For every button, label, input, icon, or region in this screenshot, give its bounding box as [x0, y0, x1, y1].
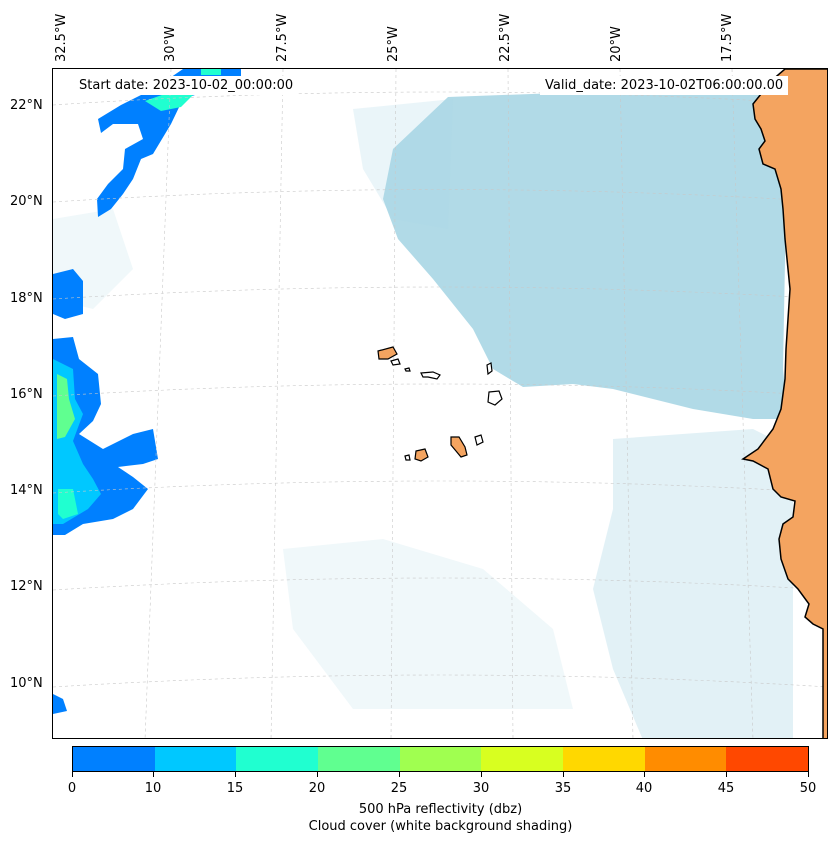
lat-label-14n: 14°N: [10, 483, 43, 498]
colorbar-tick-10: 10: [144, 781, 162, 796]
colorbar-segment-0-10: [73, 747, 155, 771]
lat-label-22n: 22°N: [10, 98, 43, 113]
africa-coastline: [741, 69, 827, 738]
reflectivity-blob-west-b-core: [57, 374, 75, 439]
cape-verde-islands: [377, 346, 503, 462]
colorbar-tick-35: 35: [554, 781, 572, 796]
island-brava: [404, 454, 411, 461]
reflectivity-blob-north-outer: [97, 69, 241, 217]
island-sal: [486, 362, 493, 376]
colorbar-title: 500 hPa reflectivity (dbz): [358, 802, 523, 817]
reflectivity-blob-north-top-core: [201, 69, 221, 75]
colorbar-segment-10-15: [154, 747, 237, 771]
lon-label-30w: 30°W: [163, 26, 178, 62]
lon-label-32-5w: 32.5°W: [54, 13, 69, 62]
meridian-17-5w: [731, 69, 754, 738]
cloud-cover-main: [383, 91, 788, 419]
meridian-22-5w: [507, 69, 514, 738]
colorbar-tick-15: 15: [226, 781, 244, 796]
meridian-25w: [390, 69, 397, 738]
cloud-cover-layer: [53, 91, 793, 738]
lon-label-25w: 25°W: [386, 26, 401, 62]
reflectivity-blob-sw: [53, 694, 67, 714]
colorbar-subtitle: Cloud cover (white background shading): [308, 819, 573, 834]
meridian-20w: [619, 69, 634, 738]
map-canvas: [53, 69, 827, 738]
cloud-cover-faint-north: [353, 99, 453, 229]
gridlines: [53, 69, 827, 738]
lon-label-17-5w: 17.5°W: [720, 13, 735, 62]
island-fogo: [414, 448, 429, 462]
colorbar-tick-45: 45: [717, 781, 735, 796]
island-sao-vicente: [390, 358, 401, 366]
valid-date-label: Valid_date: 2023-10-02T06:00:00.00: [540, 76, 789, 95]
colorbar-segment-40-45: [644, 747, 727, 771]
reflectivity-layer: [53, 69, 241, 714]
lat-label-10n: 10°N: [10, 676, 43, 691]
lon-label-27-5w: 27.5°W: [275, 13, 290, 62]
colorbar-segment-35-40: [563, 747, 645, 771]
colorbar-segment-20-25: [318, 747, 400, 771]
island-maio: [474, 434, 484, 446]
reflectivity-blob-west-a: [53, 269, 83, 319]
lat-label-20n: 20°N: [10, 194, 43, 209]
lat-label-12n: 12°N: [10, 579, 43, 594]
colorbar-tick-25: 25: [390, 781, 408, 796]
map-panel[interactable]: [52, 68, 828, 739]
lon-label-20w: 20°W: [609, 26, 624, 62]
island-santo-antao: [377, 346, 398, 360]
meridian-27-5w: [270, 69, 284, 738]
meridian-30w: [144, 69, 172, 738]
lon-label-22-5w: 22.5°W: [498, 13, 513, 62]
colorbar-tick-0: 0: [67, 781, 77, 796]
cloud-cover-faint-south: [283, 539, 573, 709]
colorbar-segment-30-35: [481, 747, 564, 771]
colorbar-tick-40: 40: [635, 781, 653, 796]
colorbar-segment-25-30: [399, 747, 482, 771]
lat-label-18n: 18°N: [10, 291, 43, 306]
cloud-cover-faint-east: [593, 429, 793, 738]
reflectivity-colorbar: [72, 746, 809, 772]
colorbar-segment-45-50: [726, 747, 809, 771]
island-sao-nicolau: [420, 371, 441, 380]
lat-label-16n: 16°N: [10, 387, 43, 402]
colorbar-tick-30: 30: [472, 781, 490, 796]
island-boa-vista: [487, 390, 503, 406]
colorbar-tick-50: 50: [799, 781, 817, 796]
island-santiago: [450, 436, 468, 458]
reflectivity-blob-north-inner: [145, 91, 193, 111]
start-date-label: Start date: 2023-10-02_00:00:00: [74, 76, 299, 95]
reflectivity-blob-west-b-core2: [58, 489, 78, 519]
colorbar-tick-20: 20: [308, 781, 326, 796]
island-santa-luzia: [404, 367, 411, 372]
colorbar-segment-15-20: [236, 747, 319, 771]
